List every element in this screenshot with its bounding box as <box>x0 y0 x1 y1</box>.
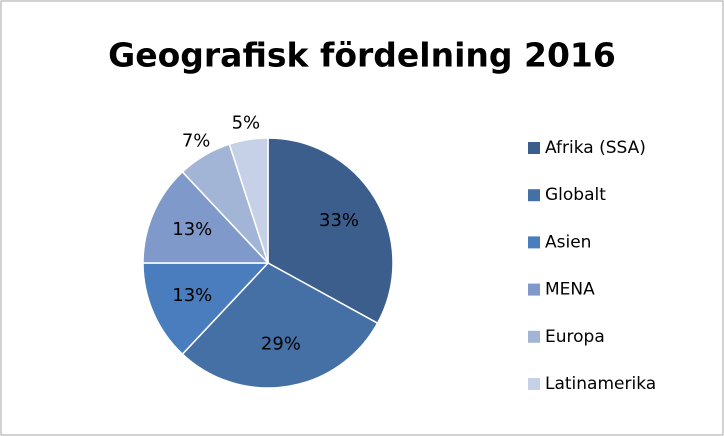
data-label: 29% <box>261 333 301 354</box>
legend-label: MENA <box>545 280 595 300</box>
legend-label: Europa <box>545 327 605 347</box>
legend-swatch <box>528 142 540 154</box>
pie-slice <box>181 262 379 389</box>
data-label: 33% <box>319 210 359 231</box>
legend-label: Asien <box>545 232 591 252</box>
chart-title: Geografisk fördelning 2016 <box>108 36 616 75</box>
data-label: 5% <box>232 112 261 133</box>
legend-label: Afrika (SSA) <box>545 138 646 158</box>
pie-slice <box>267 137 394 325</box>
data-label: 13% <box>172 285 212 306</box>
pie-slice <box>142 170 270 264</box>
data-label: 7% <box>182 130 211 151</box>
legend-label: Latinamerika <box>545 374 656 394</box>
legend-swatch <box>528 378 540 390</box>
legend-swatch <box>528 189 540 202</box>
legend-label: Globalt <box>545 185 606 205</box>
pie-slice <box>142 262 270 356</box>
legend-swatch <box>528 283 540 296</box>
data-label: 13% <box>172 219 212 240</box>
legend-swatch <box>528 236 540 249</box>
legend-swatch <box>528 330 540 343</box>
pie-slice <box>228 137 269 264</box>
